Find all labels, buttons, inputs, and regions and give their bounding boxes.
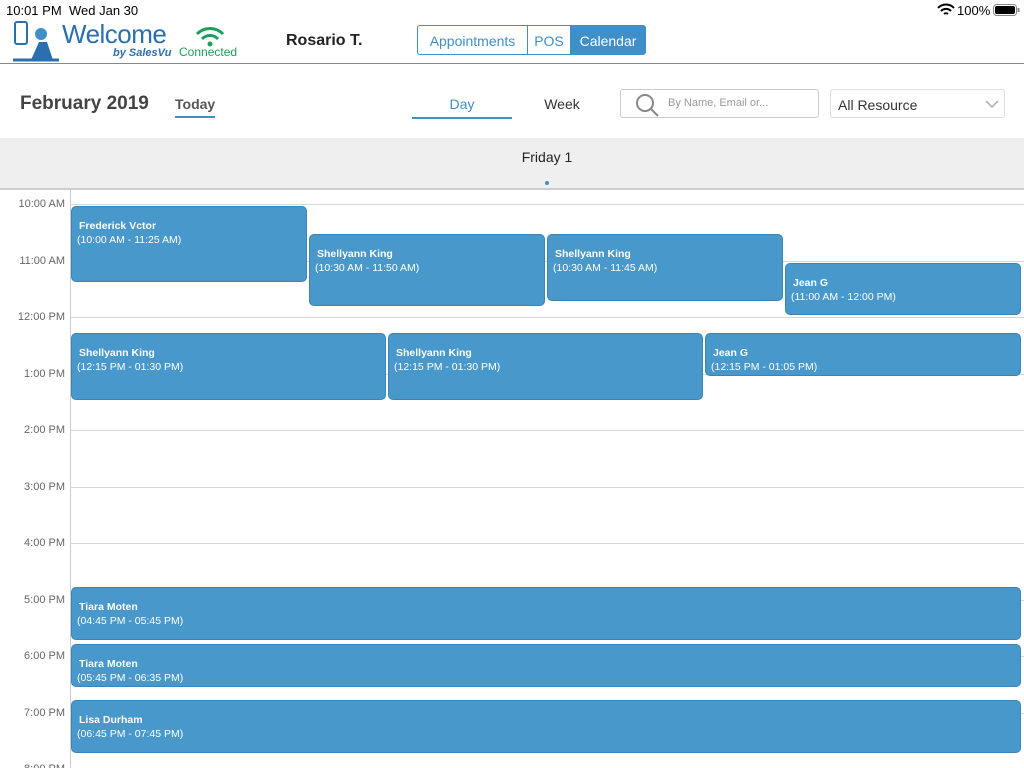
dropdown-chevron	[985, 100, 999, 109]
time-label: 11:00 AM	[19, 254, 65, 267]
nav-tab[interactable]: Appointments	[417, 25, 528, 55]
hour-line	[70, 430, 1024, 431]
day-header-bar: Friday 1	[0, 138, 1024, 190]
appointment[interactable]: Lisa Durham (06:45 PM - 07:45 PM)	[71, 700, 1021, 753]
nav-tab[interactable]: Calendar	[570, 25, 646, 55]
appointment-time: (06:45 PM - 07:45 PM)	[77, 728, 184, 740]
appointment-time: (05:45 PM - 06:35 PM)	[77, 672, 184, 684]
hour-line	[70, 486, 1024, 488]
appointment-name: Shellyann King	[396, 347, 472, 359]
appointment-name: Jean G	[713, 347, 749, 359]
month-label: February 2019	[20, 93, 149, 114]
resource-label: All Resource	[838, 97, 918, 113]
appointment-time: (12:15 PM - 01:05 PM)	[711, 361, 818, 373]
time-label: 10:00 AM	[18, 198, 65, 210]
appointment[interactable]: Shellyann King (10:30 AM - 11:45 AM)	[547, 234, 783, 301]
today-button[interactable]: Today	[175, 96, 216, 118]
time-label: 6:00 PM	[24, 650, 65, 662]
appointment-name: Tiara Moten	[79, 658, 138, 670]
time-label: 2:00 PM	[24, 424, 65, 436]
time-column-divider	[70, 190, 71, 768]
logo-title: Welcome	[62, 19, 167, 49]
logo-icon	[13, 21, 59, 62]
logo-subtitle: by SalesVu	[113, 47, 172, 59]
status-date: Wed Jan 30	[69, 3, 139, 18]
day-header: Friday 1	[521, 149, 573, 165]
nav-tab[interactable]: POS	[527, 25, 571, 55]
hour-line	[70, 543, 1024, 544]
battery-icon	[993, 4, 1020, 16]
time-label: 7:00 PM	[24, 706, 65, 719]
appointment[interactable]: Tiara Moten (05:45 PM - 06:35 PM)	[71, 644, 1021, 687]
appointment-name: Shellyann King	[555, 248, 631, 260]
day-indicator	[545, 181, 549, 185]
resource-dropdown[interactable]: All Resource	[830, 89, 1005, 118]
time-label: 8:00 PM	[0, 763, 65, 768]
header-divider	[0, 63, 1024, 64]
search-box[interactable]: By Name, Email or...	[620, 89, 819, 118]
hour-line	[70, 204, 1024, 205]
appointment-time: (12:15 PM - 01:30 PM)	[77, 361, 184, 373]
time-label: 1:00 PM	[24, 367, 65, 380]
user-name: Rosario T.	[286, 32, 363, 49]
time-label: 5:00 PM	[24, 593, 65, 606]
appointment[interactable]: Shellyann King (12:15 PM - 01:30 PM)	[388, 333, 703, 400]
appointment[interactable]: Frederick Vctor (10:00 AM - 11:25 AM)	[71, 206, 307, 282]
appointment-time: (04:45 PM - 05:45 PM)	[77, 615, 184, 627]
appointment-name: Jean G	[793, 277, 829, 289]
time-label: 4:00 PM	[24, 537, 65, 549]
view-tab[interactable]: Week	[544, 96, 580, 112]
appointment-time: (10:00 AM - 11:25 AM)	[77, 234, 182, 246]
connection-icon	[195, 27, 225, 47]
appointment-time: (12:15 PM - 01:30 PM)	[394, 361, 501, 373]
appointment[interactable]: Jean G (11:00 AM - 12:00 PM)	[785, 263, 1021, 315]
appointment-name: Shellyann King	[79, 347, 155, 359]
appointment-time: (10:30 AM - 11:45 AM)	[553, 262, 658, 274]
appointment[interactable]: Jean G (12:15 PM - 01:05 PM)	[705, 333, 1021, 376]
connection-status: Connected	[179, 45, 238, 59]
time-label: 3:00 PM	[24, 480, 65, 493]
search-placeholder: By Name, Email or...	[668, 97, 769, 109]
status-time: 10:01 PM	[6, 3, 62, 18]
appointment-name: Frederick Vctor	[79, 220, 157, 232]
appointment[interactable]: Shellyann King (10:30 AM - 11:50 AM)	[309, 234, 545, 306]
appointment-time: (10:30 AM - 11:50 AM)	[315, 262, 420, 274]
hour-line	[70, 317, 1024, 318]
appointment[interactable]: Shellyann King (12:15 PM - 01:30 PM)	[71, 333, 386, 400]
appointment-name: Shellyann King	[317, 248, 393, 260]
search-icon	[636, 94, 659, 117]
appointment-name: Lisa Durham	[79, 714, 143, 726]
appointment-time: (11:00 AM - 12:00 PM)	[791, 291, 896, 303]
view-tab[interactable]: Day	[412, 96, 512, 119]
appointment[interactable]: Tiara Moten (04:45 PM - 05:45 PM)	[71, 587, 1021, 640]
battery-percent: 100%	[957, 3, 991, 18]
appointment-name: Tiara Moten	[79, 601, 138, 613]
wifi-icon	[937, 3, 955, 15]
time-label: 12:00 PM	[17, 311, 65, 323]
